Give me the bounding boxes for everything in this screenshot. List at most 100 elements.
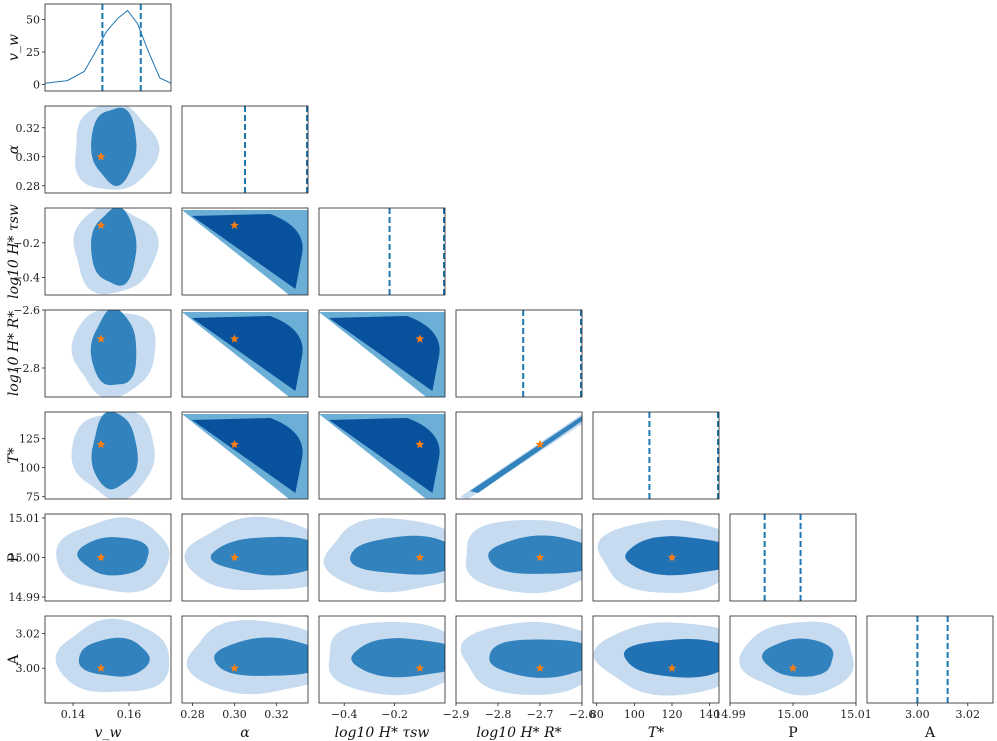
panel-frame bbox=[592, 411, 720, 500]
truth-star-tau-alpha bbox=[230, 220, 239, 229]
ylabel-A: A bbox=[6, 654, 22, 666]
truth-star-P-vw bbox=[96, 553, 106, 562]
panel-frame bbox=[44, 105, 172, 194]
marginal-curve-vw bbox=[45, 9, 171, 84]
ytick-label: −0.2 bbox=[13, 237, 40, 250]
panel-frame bbox=[318, 615, 446, 704]
xtick-label: 80 bbox=[590, 708, 604, 721]
panel-alpha-vw bbox=[44, 105, 172, 194]
ytick-label: 25 bbox=[26, 46, 40, 59]
panel-P-vw bbox=[44, 513, 172, 602]
panel-frame bbox=[44, 411, 172, 500]
truth-star-tau-vw bbox=[96, 220, 106, 229]
panel-A-tau bbox=[318, 615, 446, 704]
panel-frame bbox=[44, 615, 172, 704]
marginal-curve-alpha bbox=[182, 12, 308, 84]
ylabel-tau: log10 H* τsw bbox=[6, 204, 22, 299]
ytick-label: 75 bbox=[26, 491, 40, 504]
panel-T-vw bbox=[44, 411, 172, 500]
panel-R-R bbox=[455, 16, 583, 398]
xtick-label: 3.00 bbox=[905, 708, 930, 721]
panel-alpha-alpha bbox=[181, 12, 309, 194]
xtick-label: 0.16 bbox=[117, 708, 142, 721]
panel-frame bbox=[181, 411, 309, 500]
xlabel-alpha: α bbox=[240, 725, 250, 741]
panel-tau-vw bbox=[44, 207, 172, 296]
marginal-curve-R bbox=[456, 16, 582, 86]
ytick-label: −0.4 bbox=[13, 272, 40, 285]
ytick-label: 0.28 bbox=[16, 180, 41, 193]
panel-P-tau bbox=[318, 513, 446, 602]
panel-tau-tau bbox=[318, 8, 446, 296]
marginal-curve-tau bbox=[319, 8, 445, 88]
xlabel-tau: log10 H* τsw bbox=[335, 725, 430, 741]
panel-A-A bbox=[866, 10, 994, 704]
xtick-label: 14.99 bbox=[714, 708, 746, 721]
marginal-curve-P bbox=[730, 10, 856, 89]
truth-star-R-alpha bbox=[230, 334, 239, 343]
xtick-label: 3.02 bbox=[956, 708, 981, 721]
xtick-label: −2.8 bbox=[485, 708, 512, 721]
panel-A-T bbox=[592, 615, 720, 704]
panel-frame bbox=[318, 309, 446, 398]
xtick-label: 140 bbox=[699, 708, 720, 721]
panel-frame bbox=[455, 309, 583, 398]
panel-T-tau bbox=[318, 411, 446, 500]
xtick-label: 0.32 bbox=[264, 708, 289, 721]
marginal-curve-A bbox=[867, 10, 993, 89]
panel-tau-alpha bbox=[181, 207, 309, 296]
ytick-label: 100 bbox=[19, 462, 40, 475]
panel-frame bbox=[318, 207, 446, 296]
ytick-label: 3.00 bbox=[16, 662, 41, 675]
truth-star-alpha-vw bbox=[96, 152, 106, 161]
xtick-label: 15.01 bbox=[840, 708, 872, 721]
ytick-label: 0.32 bbox=[16, 122, 41, 135]
truth-star-A-alpha bbox=[230, 663, 239, 672]
ylabel-alpha: α bbox=[6, 144, 22, 154]
panel-frame bbox=[181, 309, 309, 398]
xtick-label: −2.6 bbox=[569, 708, 596, 721]
xtick-label: 0.30 bbox=[222, 708, 247, 721]
ytick-label: 3.02 bbox=[16, 627, 41, 640]
panel-frame bbox=[44, 207, 172, 296]
ytick-label: 125 bbox=[19, 433, 40, 446]
panel-frame bbox=[318, 513, 446, 602]
panel-A-alpha bbox=[181, 615, 309, 704]
xtick-label: 0.14 bbox=[61, 708, 86, 721]
panel-P-P bbox=[729, 10, 857, 602]
xtick-label: 100 bbox=[624, 708, 645, 721]
panel-frame bbox=[592, 513, 720, 602]
panel-frame bbox=[729, 513, 857, 602]
panel-frame bbox=[181, 615, 309, 704]
panel-A-R bbox=[455, 615, 583, 704]
truth-star-P-alpha bbox=[230, 553, 239, 562]
truth-star-R-vw bbox=[96, 334, 106, 343]
panel-frame bbox=[181, 207, 309, 296]
panel-T-R bbox=[455, 411, 583, 500]
xlabel-R: log10 H* R* bbox=[476, 725, 561, 741]
panel-frame bbox=[455, 615, 583, 704]
panel-frame bbox=[44, 309, 172, 398]
xtick-label: 0.28 bbox=[180, 708, 205, 721]
xtick-label: −0.2 bbox=[381, 708, 408, 721]
truth-star-R-tau bbox=[415, 334, 425, 343]
panel-P-T bbox=[592, 513, 720, 602]
panel-vw-vw bbox=[44, 3, 172, 92]
panel-R-tau bbox=[318, 309, 446, 398]
truth-star-A-tau bbox=[415, 663, 425, 672]
xtick-label: 15.00 bbox=[777, 708, 809, 721]
xtick-label: −2.7 bbox=[527, 708, 554, 721]
panel-frame bbox=[455, 513, 583, 602]
xlabel-A: A bbox=[924, 725, 936, 741]
ylabel-R: log10 H* R* bbox=[6, 311, 22, 396]
truth-star-T-tau bbox=[415, 440, 425, 449]
panel-frame bbox=[181, 513, 309, 602]
ylabel-T: T* bbox=[6, 447, 22, 463]
panel-T-alpha bbox=[181, 411, 309, 500]
panel-A-vw bbox=[44, 615, 172, 704]
panel-P-R bbox=[455, 513, 583, 602]
panel-frame bbox=[592, 615, 720, 704]
xtick-label: −0.4 bbox=[331, 708, 358, 721]
panel-P-alpha bbox=[181, 513, 309, 602]
